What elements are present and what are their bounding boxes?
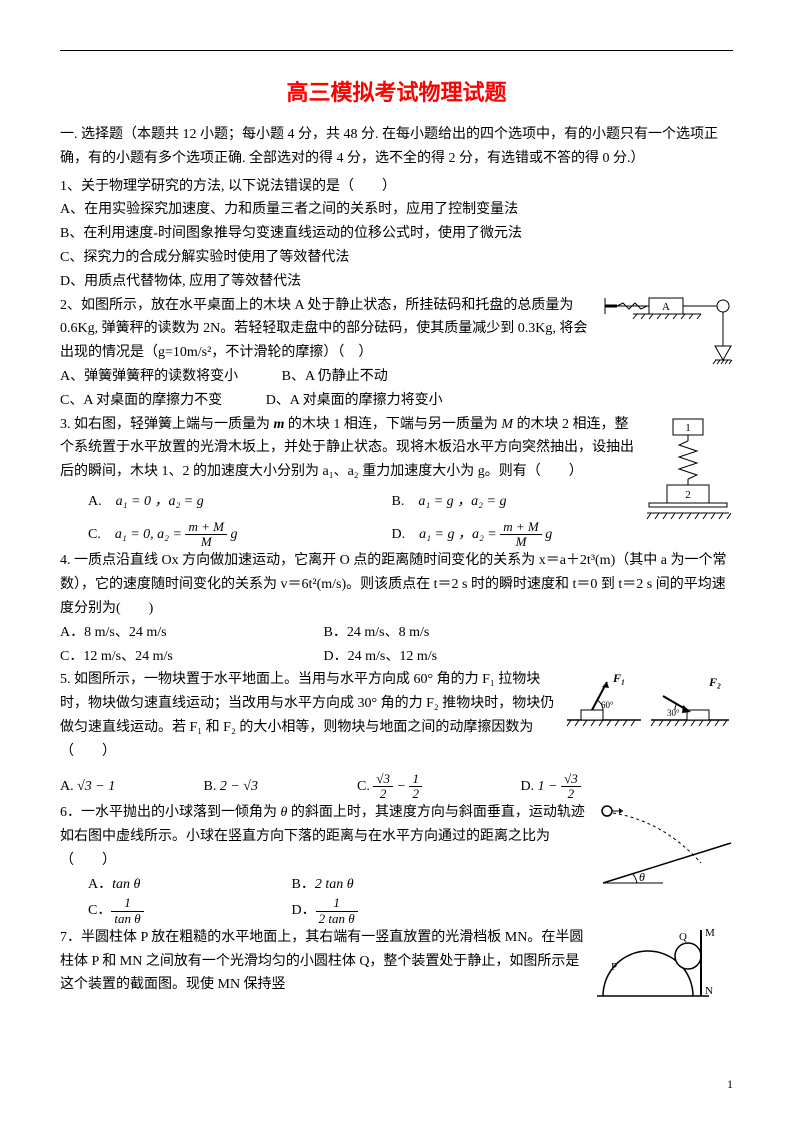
svg-text:A: A bbox=[662, 301, 670, 313]
q3-opts-cd: C. a₁ = 0, a₂ = m + MM g D. a₁ = g ，a₂ =… bbox=[60, 520, 733, 550]
q6-opt-b: B．2 tan θ bbox=[292, 873, 354, 897]
question-4: 4. 一质点沿直线 Ox 方向做加速运动，它离开 O 点的距离随时间变化的关系为… bbox=[60, 549, 733, 668]
q5-opt-c: C. √32 − 12 bbox=[357, 772, 477, 802]
page-title: 高三模拟考试物理试题 bbox=[60, 75, 733, 107]
q1-opt-c: C、探究力的合成分解实验时使用了等效替代法 bbox=[60, 246, 733, 270]
q3-stem: 3. 如右图，轻弹簧上端与一质量为 m 的木块 1 相连，下端与另一质量为 M … bbox=[60, 413, 733, 484]
q2-opts-cd: C、A 对桌面的摩擦力不变 D、A 对桌面的摩擦力将变小 bbox=[60, 389, 733, 413]
q3-opt-c: C. a₁ = 0, a₂ = m + MM g bbox=[88, 520, 348, 550]
svg-text:N: N bbox=[705, 985, 713, 997]
q3-opt-d: D. a₁ = g ，a₂ = m + MM g bbox=[392, 520, 553, 550]
question-5: F₁ 60° F₂ 30° 5. 如图所示，一物块置于水平地面上。当用与水平方向… bbox=[60, 668, 733, 801]
q6-opt-d: D．12 tan θ bbox=[292, 896, 358, 926]
q4-opt-a: A．8 m/s、24 m/s bbox=[60, 621, 280, 645]
q3-opts-ab: A. a₁ = 0 ，a₂ = g B. a₁ = g ，a₂ = g bbox=[60, 490, 733, 514]
q1-opt-d: D、用质点代替物体, 应用了等效替代法 bbox=[60, 270, 733, 294]
svg-text:30°: 30° bbox=[667, 708, 680, 718]
q2-opt-b: B、A 仍静止不动 bbox=[282, 365, 388, 389]
svg-text:2: 2 bbox=[685, 489, 691, 501]
q3-opt-b: B. a₁ = g ，a₂ = g bbox=[392, 490, 507, 514]
question-7: P Q M N 7．半圆柱体 P 放在粗糙的水平地面上，其右端有一竖直放置的光滑… bbox=[60, 926, 733, 1006]
svg-text:F₁: F₁ bbox=[612, 671, 625, 685]
q5-opt-b: B. 2 − √3 bbox=[204, 775, 314, 799]
question-3: 1 2 3. 如右图，轻弹簧上端与一质量为 m 的木块 1 相连，下端与另一质量… bbox=[60, 413, 733, 550]
q6-figure: θ bbox=[593, 801, 733, 891]
q6-opts-cd: C．1tan θ D．12 tan θ bbox=[60, 896, 733, 926]
q5-figure: F₁ 60° F₂ 30° bbox=[563, 668, 733, 738]
svg-text:M: M bbox=[705, 927, 715, 939]
svg-text:F₂: F₂ bbox=[708, 675, 721, 689]
question-2: A 2、如图所示，放在水平桌面上的木块 A 处于静止状态，所挂砝码和托盘的总质量… bbox=[60, 294, 733, 413]
q5-opt-a: A. √3 − 1 bbox=[60, 775, 160, 799]
q2-opt-a: A、弹簧弹簧秤的读数将变小 bbox=[60, 365, 238, 389]
question-1: 1、关于物理学研究的方法, 以下说法错误的是（ ） A、在用实验探究加速度、力和… bbox=[60, 175, 733, 294]
svg-text:Q: Q bbox=[679, 931, 687, 943]
q4-opts-ab: A．8 m/s、24 m/s B．24 m/s、8 m/s bbox=[60, 621, 733, 645]
q4-opt-c: C．12 m/s、24 m/s bbox=[60, 645, 280, 669]
q6-opt-c: C．1tan θ bbox=[88, 896, 248, 926]
q5-opt-d: D. 1 − √32 bbox=[521, 772, 581, 802]
top-rule bbox=[60, 50, 733, 51]
page-number: 1 bbox=[727, 1077, 733, 1092]
q3-figure: 1 2 bbox=[643, 413, 733, 533]
q5-opts: A. √3 − 1 B. 2 − √3 C. √32 − 12 D. 1 − √… bbox=[60, 772, 733, 802]
q4-opt-d: D．24 m/s、12 m/s bbox=[324, 645, 438, 669]
q2-opt-d: D、A 对桌面的摩擦力将变小 bbox=[266, 389, 443, 413]
q2-opt-c: C、A 对桌面的摩擦力不变 bbox=[60, 389, 222, 413]
question-6: θ 6．一水平抛出的小球落到一倾角为 θ 的斜面上时，其速度方向与斜面垂直，运动… bbox=[60, 801, 733, 926]
svg-text:1: 1 bbox=[685, 422, 691, 434]
q6-opt-a: A．tan θ bbox=[88, 873, 248, 897]
q4-opt-b: B．24 m/s、8 m/s bbox=[324, 621, 430, 645]
q4-opts-cd: C．12 m/s、24 m/s D．24 m/s、12 m/s bbox=[60, 645, 733, 669]
q7-figure: P Q M N bbox=[593, 926, 733, 1006]
q3-opt-a: A. a₁ = 0 ，a₂ = g bbox=[88, 490, 348, 514]
q2-figure: A bbox=[603, 294, 733, 374]
q4-stem: 4. 一质点沿直线 Ox 方向做加速运动，它离开 O 点的距离随时间变化的关系为… bbox=[60, 549, 733, 620]
q1-opt-a: A、在用实验探究加速度、力和质量三者之间的关系时，应用了控制变量法 bbox=[60, 198, 733, 222]
svg-text:θ: θ bbox=[639, 870, 645, 884]
svg-text:60°: 60° bbox=[601, 700, 614, 710]
q1-opt-b: B、在利用速度-时间图象推导匀变速直线运动的位移公式时，使用了微元法 bbox=[60, 222, 733, 246]
svg-text:P: P bbox=[611, 961, 617, 973]
section1-instructions: 一. 选择题（本题共 12 小题；每小题 4 分，共 48 分. 在每小题给出的… bbox=[60, 123, 733, 171]
q1-stem: 1、关于物理学研究的方法, 以下说法错误的是（ ） bbox=[60, 175, 733, 199]
